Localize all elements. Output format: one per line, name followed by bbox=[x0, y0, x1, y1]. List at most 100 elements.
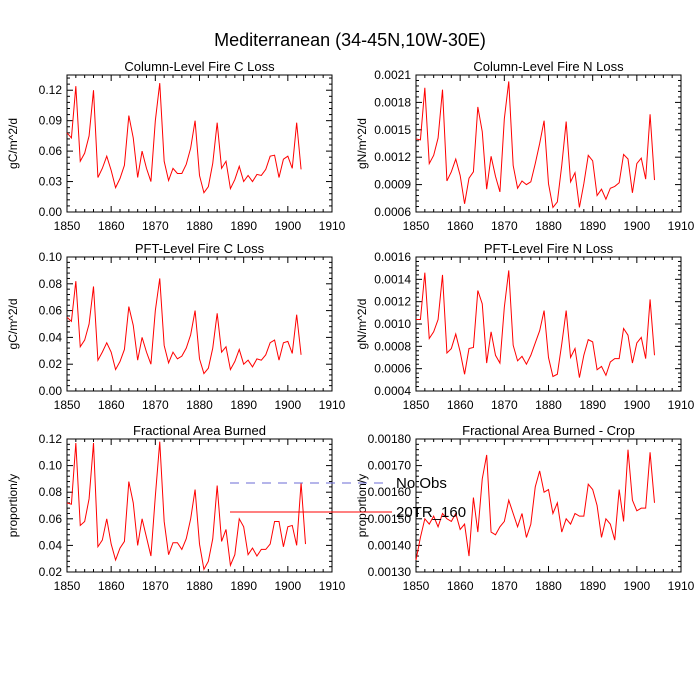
y-tick-label: 0.04 bbox=[39, 538, 63, 552]
y-tick-label: 0.03 bbox=[39, 175, 63, 189]
x-tick-label: 1880 bbox=[535, 579, 562, 593]
panel-column-level-fire-c-loss: Column-Level Fire C Loss gC/m^2/d 1850 1860… bbox=[6, 59, 346, 233]
y-tick-label: 0.00 bbox=[39, 384, 63, 398]
y-tick-label: 0.08 bbox=[39, 277, 63, 291]
x-tick-label: 1890 bbox=[230, 219, 257, 233]
y-tick-label: 0.00170 bbox=[368, 459, 412, 473]
y-tick-label: 0.00130 bbox=[368, 565, 412, 579]
plot-frame bbox=[415, 74, 682, 213]
x-tick-label: 1900 bbox=[274, 579, 301, 593]
x-tick-label: 1870 bbox=[491, 219, 518, 233]
plot-frame bbox=[66, 74, 333, 213]
x-tick-label: 1880 bbox=[186, 579, 213, 593]
y-axis-label: gC/m^2/d bbox=[6, 299, 20, 350]
y-tick-label: 0.08 bbox=[39, 485, 63, 499]
x-tick-label: 1860 bbox=[98, 398, 125, 412]
plot-frame bbox=[66, 256, 333, 392]
legend-no-obs-label: No Obs bbox=[396, 475, 447, 492]
x-tick-label: 1890 bbox=[579, 579, 606, 593]
x-tick-label: 1880 bbox=[186, 219, 213, 233]
panel-title: Fractional Area Burned bbox=[133, 423, 266, 438]
x-tick-label: 1890 bbox=[579, 219, 606, 233]
x-tick-label: 1860 bbox=[98, 219, 125, 233]
y-axis-label: gN/m^2/d bbox=[355, 299, 369, 350]
x-tick-label: 1850 bbox=[403, 219, 430, 233]
series-line-20tr-160 bbox=[66, 83, 302, 194]
figure-title: Mediterranean (34-45N,10W-30E) bbox=[214, 30, 486, 50]
panel-title: Fractional Area Burned - Crop bbox=[462, 423, 635, 438]
series-line-20tr-160 bbox=[415, 81, 655, 209]
y-tick-label: 0.00180 bbox=[368, 432, 412, 446]
x-tick-label: 1850 bbox=[403, 579, 430, 593]
y-tick-label: 0.0016 bbox=[374, 250, 411, 264]
x-tick-label: 1850 bbox=[403, 398, 430, 412]
y-tick-label: 0.04 bbox=[39, 330, 63, 344]
x-tick-label: 1900 bbox=[623, 398, 650, 412]
plot-frame bbox=[66, 438, 333, 573]
x-tick-label: 1860 bbox=[447, 398, 474, 412]
series-line-20tr-160 bbox=[66, 441, 306, 571]
x-tick-label: 1850 bbox=[54, 398, 81, 412]
x-tick-label: 1910 bbox=[668, 579, 695, 593]
y-tick-label: 0.10 bbox=[39, 459, 63, 473]
x-tick-label: 1910 bbox=[668, 219, 695, 233]
x-tick-label: 1870 bbox=[142, 219, 169, 233]
x-tick-label: 1890 bbox=[579, 398, 606, 412]
x-tick-label: 1870 bbox=[491, 398, 518, 412]
y-axis-label: proportion/y bbox=[355, 474, 369, 537]
x-tick-label: 1880 bbox=[186, 398, 213, 412]
y-tick-label: 0.06 bbox=[39, 144, 63, 158]
x-tick-label: 1860 bbox=[98, 579, 125, 593]
y-tick-label: 0.0021 bbox=[374, 68, 411, 82]
y-axis-label: gN/m^2/d bbox=[355, 118, 369, 169]
x-tick-label: 1890 bbox=[230, 398, 257, 412]
y-tick-label: 0.06 bbox=[39, 304, 63, 318]
panel-title: Column-Level Fire C Loss bbox=[124, 59, 275, 74]
x-tick-label: 1880 bbox=[535, 219, 562, 233]
y-tick-label: 0.12 bbox=[39, 83, 63, 97]
y-tick-label: 0.06 bbox=[39, 512, 63, 526]
x-tick-label: 1900 bbox=[623, 219, 650, 233]
panel-title: Column-Level Fire N Loss bbox=[473, 59, 624, 74]
y-tick-label: 0.02 bbox=[39, 565, 63, 579]
series-line-20tr-160 bbox=[416, 270, 655, 378]
y-tick-label: 0.00 bbox=[39, 205, 63, 219]
y-tick-label: 0.10 bbox=[39, 250, 63, 264]
y-tick-label: 0.0018 bbox=[374, 95, 411, 109]
y-tick-label: 0.00160 bbox=[368, 485, 412, 499]
x-tick-label: 1870 bbox=[142, 579, 169, 593]
x-tick-label: 1860 bbox=[447, 219, 474, 233]
panel-fractional-area-burned-crop: Fractional Area Burned - Crop proportion/… bbox=[355, 423, 695, 593]
series-line-20tr-160 bbox=[415, 449, 655, 561]
y-tick-label: 0.02 bbox=[39, 357, 63, 371]
panel-pft-level-fire-n-loss: PFT-Level Fire N Loss gN/m^2/d 1850 1860 187… bbox=[355, 241, 695, 412]
y-tick-label: 0.00150 bbox=[368, 512, 412, 526]
x-tick-label: 1870 bbox=[491, 579, 518, 593]
plot-frame bbox=[415, 256, 682, 392]
y-tick-label: 0.0006 bbox=[374, 205, 411, 219]
y-tick-label: 0.00140 bbox=[368, 538, 412, 552]
x-tick-label: 1900 bbox=[623, 579, 650, 593]
x-tick-label: 1850 bbox=[54, 219, 81, 233]
series-line-20tr-160 bbox=[66, 278, 302, 375]
x-tick-label: 1850 bbox=[54, 579, 81, 593]
y-tick-label: 0.0010 bbox=[374, 317, 411, 331]
y-tick-label: 0.12 bbox=[39, 432, 63, 446]
y-tick-label: 0.0004 bbox=[374, 384, 411, 398]
chart-panels: Column-Level Fire C Loss gC/m^2/d 1850 1860… bbox=[6, 59, 695, 593]
x-tick-label: 1910 bbox=[319, 579, 346, 593]
y-tick-label: 0.0012 bbox=[374, 150, 411, 164]
x-tick-label: 1890 bbox=[230, 579, 257, 593]
x-tick-label: 1880 bbox=[535, 398, 562, 412]
x-tick-label: 1870 bbox=[142, 398, 169, 412]
y-tick-label: 0.09 bbox=[39, 114, 63, 128]
y-axis-label: gC/m^2/d bbox=[6, 118, 20, 169]
y-axis-label: proportion/y bbox=[6, 474, 20, 537]
panel-fractional-area-burned: Fractional Area Burned proportion/y 1850 18… bbox=[6, 423, 346, 593]
y-tick-label: 0.0008 bbox=[374, 339, 411, 353]
x-tick-label: 1910 bbox=[319, 398, 346, 412]
legend-model-label: 20TR_160 bbox=[396, 504, 466, 521]
y-tick-label: 0.0015 bbox=[374, 123, 411, 137]
panel-pft-level-fire-c-loss: PFT-Level Fire C Loss gC/m^2/d 1850 1860 187… bbox=[6, 241, 346, 412]
